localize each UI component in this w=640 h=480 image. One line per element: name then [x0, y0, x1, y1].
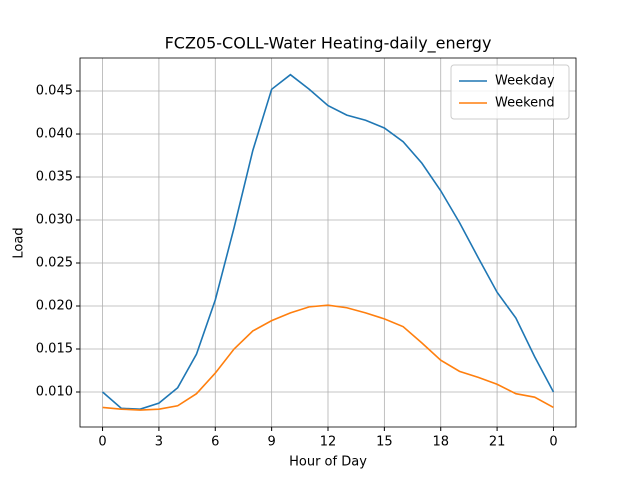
- line-series: [102, 304, 554, 411]
- plot-frame: [79, 57, 577, 428]
- x-tick-label: 0: [549, 435, 557, 450]
- x-tick-label: 18: [432, 435, 449, 450]
- y-tick-label: 0.025: [36, 256, 73, 271]
- legend-label: Weekend: [495, 96, 555, 111]
- legend: Weekday Weekend: [450, 64, 570, 120]
- x-tick-label: 0: [98, 435, 106, 450]
- chart-title: FCZ05-COLL-Water Heating-daily_energy: [165, 34, 492, 54]
- x-tick-label: 3: [155, 435, 163, 450]
- y-tick-label: 0.040: [36, 127, 73, 142]
- y-axis-label: Load: [12, 227, 27, 258]
- x-tick-label: 15: [376, 435, 393, 450]
- y-tick-label: 0.035: [36, 170, 73, 185]
- x-tick-label: 9: [267, 435, 275, 450]
- y-tick-label: 0.020: [36, 299, 73, 314]
- x-tick-label: 21: [489, 435, 506, 450]
- y-tick-label: 0.030: [36, 213, 73, 228]
- x-tick-label: 12: [320, 435, 337, 450]
- y-tick-label: 0.045: [36, 84, 73, 99]
- y-tick-label: 0.010: [36, 385, 73, 400]
- x-tick-label: 6: [211, 435, 219, 450]
- line-series: [102, 73, 555, 411]
- x-axis-label: Hour of Day: [289, 455, 367, 470]
- legend-box: [450, 64, 570, 120]
- legend-label: Weekday: [495, 74, 555, 89]
- y-tick-label: 0.015: [36, 342, 73, 357]
